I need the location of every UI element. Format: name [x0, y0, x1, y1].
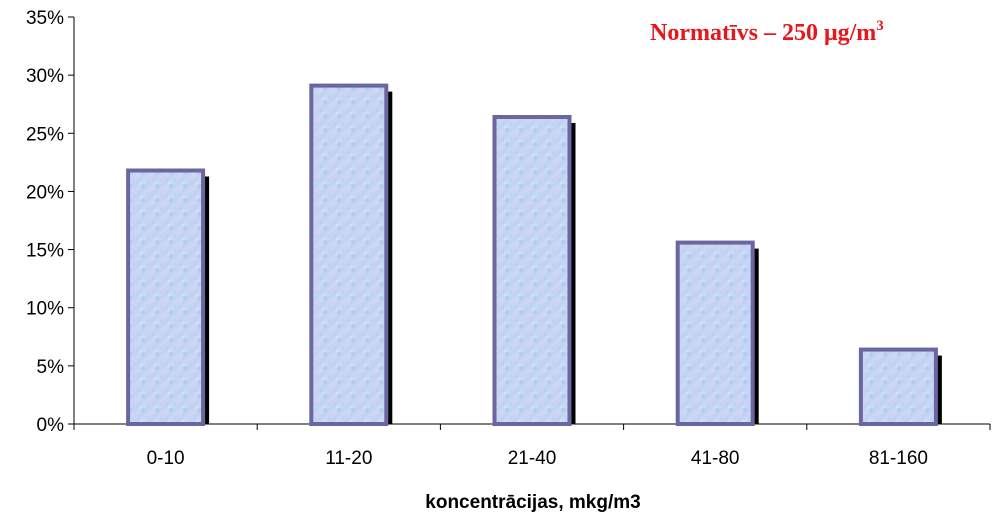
y-tick-label: 30% [26, 66, 64, 87]
normative-annotation-text: Normatīvs – 250 μg/m [650, 20, 876, 46]
y-tick-label: 10% [26, 299, 64, 320]
x-axis: 0-10 11-20 21-40 41-80 81-160 [73, 423, 991, 469]
normative-annotation-superscript: 3 [876, 18, 884, 34]
x-axis-title: koncentrācijas, mkg/m3 [425, 492, 640, 513]
bar [309, 83, 389, 426]
y-tick-label: 5% [37, 357, 65, 378]
bar [858, 347, 938, 427]
y-tick-label: 0% [37, 415, 65, 436]
x-tick-label: 0-10 [147, 448, 185, 469]
y-tick-label: 25% [26, 124, 64, 145]
y-tick-label: 15% [26, 241, 64, 262]
bar [492, 115, 572, 427]
x-tick-label: 21-40 [508, 448, 557, 469]
bar [675, 240, 755, 426]
x-tick-label: 81-160 [869, 448, 928, 469]
normative-annotation: Normatīvs – 250 μg/m3 [650, 18, 884, 46]
y-axis: 0% 5% 10% 15% 20% 25% 30% 35% [26, 8, 75, 436]
x-tick-label: 11-20 [325, 448, 372, 469]
y-tick-label: 20% [26, 182, 64, 203]
y-tick-label: 35% [26, 8, 64, 29]
x-tick-label: 41-80 [691, 448, 740, 469]
bar [126, 168, 206, 426]
bars [126, 83, 942, 427]
